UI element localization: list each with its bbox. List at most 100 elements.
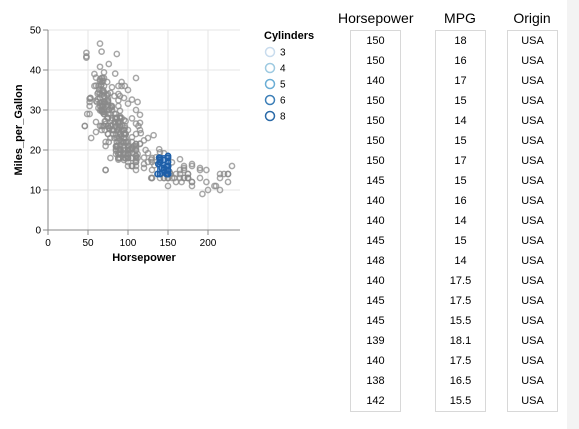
scatter-point[interactable] bbox=[83, 49, 90, 57]
scatter-point[interactable] bbox=[134, 98, 141, 106]
scatter-point[interactable] bbox=[180, 164, 188, 172]
legend-symbol[interactable] bbox=[264, 46, 276, 58]
scatter-point[interactable] bbox=[102, 142, 109, 150]
scatter-point[interactable] bbox=[81, 122, 89, 130]
scatter-point[interactable] bbox=[124, 162, 132, 170]
chart-legend[interactable]: Cylinders 3 4 5 6 8 bbox=[264, 30, 314, 123]
scatter-point[interactable] bbox=[109, 130, 117, 138]
scatter-point[interactable] bbox=[136, 126, 144, 134]
scatter-point-highlight[interactable] bbox=[163, 170, 170, 178]
scatter-point[interactable] bbox=[92, 128, 100, 136]
scatter-point[interactable] bbox=[168, 159, 176, 166]
scatter-point[interactable] bbox=[132, 140, 140, 148]
scatter-point[interactable] bbox=[83, 53, 90, 60]
scatter-chart[interactable]: 0 50 100 150 200 0 10 20 30 40 50 Horsepower Miles_p… bbox=[0, 0, 330, 280]
scatter-point[interactable] bbox=[136, 119, 144, 127]
scatter-point[interactable] bbox=[105, 60, 113, 68]
scatter-point[interactable] bbox=[188, 182, 196, 190]
scatter-point[interactable] bbox=[196, 174, 204, 182]
scatter-point[interactable] bbox=[132, 152, 140, 159]
scatter-point[interactable] bbox=[180, 174, 188, 182]
scatter-point[interactable] bbox=[121, 82, 129, 90]
scatter-point[interactable] bbox=[116, 145, 124, 153]
scatter-point[interactable] bbox=[98, 98, 105, 106]
scatter-point[interactable] bbox=[115, 90, 122, 98]
legend-symbol[interactable] bbox=[264, 94, 276, 106]
scatter-point[interactable] bbox=[184, 174, 192, 182]
scatter-point[interactable] bbox=[100, 69, 108, 76]
scatter-point[interactable] bbox=[111, 114, 119, 122]
scatter-point[interactable] bbox=[203, 178, 210, 186]
scatter-point[interactable] bbox=[112, 110, 120, 118]
scatter-point[interactable] bbox=[132, 162, 140, 170]
scatter-point[interactable] bbox=[140, 137, 148, 144]
scatter-point[interactable] bbox=[188, 178, 196, 186]
scatter-point[interactable] bbox=[155, 145, 163, 153]
scatter-point[interactable] bbox=[86, 102, 93, 110]
scatter-point[interactable] bbox=[228, 162, 236, 170]
scatter-point[interactable] bbox=[124, 100, 132, 107]
legend-symbol[interactable] bbox=[264, 78, 276, 90]
scatter-point[interactable] bbox=[113, 50, 121, 58]
scatter-point[interactable] bbox=[184, 170, 192, 178]
scatter-point[interactable] bbox=[204, 186, 212, 194]
scatter-point[interactable] bbox=[136, 111, 144, 119]
scatter-point[interactable] bbox=[140, 154, 148, 161]
scatter-point[interactable] bbox=[86, 110, 93, 118]
legend-label[interactable]: 8 bbox=[280, 112, 286, 123]
scatter-point[interactable] bbox=[124, 86, 132, 94]
scatter-point[interactable] bbox=[102, 138, 109, 146]
scatter-point[interactable] bbox=[115, 82, 122, 90]
scatter-point[interactable] bbox=[98, 126, 105, 134]
legend-label[interactable]: 3 bbox=[280, 48, 286, 59]
scatter-point[interactable] bbox=[123, 152, 130, 160]
scatter-point[interactable] bbox=[115, 156, 122, 163]
scatter-point[interactable] bbox=[111, 70, 119, 77]
scatter-point-highlight[interactable] bbox=[155, 160, 162, 168]
scatter-point-highlight[interactable] bbox=[154, 170, 161, 178]
scatter-point[interactable] bbox=[115, 102, 122, 110]
scatter-point[interactable] bbox=[124, 138, 132, 146]
scatter-point[interactable] bbox=[196, 164, 204, 172]
scatter-point[interactable] bbox=[100, 74, 108, 82]
scatter-point[interactable] bbox=[96, 40, 104, 47]
scatter-point[interactable] bbox=[108, 83, 116, 91]
scatter-point[interactable] bbox=[86, 95, 93, 103]
scatter-point[interactable] bbox=[128, 115, 136, 122]
legend-symbol[interactable] bbox=[264, 62, 276, 74]
scatter-point[interactable] bbox=[132, 106, 140, 114]
scatter-point[interactable] bbox=[107, 154, 114, 162]
scatter-point[interactable] bbox=[122, 138, 129, 146]
scatter-point[interactable] bbox=[96, 63, 104, 71]
scatter-point[interactable] bbox=[107, 102, 115, 110]
scatter-point[interactable] bbox=[132, 74, 140, 82]
scatter-point[interactable] bbox=[115, 137, 122, 145]
scatter-point[interactable] bbox=[199, 190, 206, 198]
scatter-point[interactable] bbox=[118, 138, 125, 146]
scatter-point[interactable] bbox=[203, 166, 210, 174]
scatter-point[interactable] bbox=[103, 78, 111, 86]
scatter-point[interactable] bbox=[128, 133, 136, 141]
legend-label[interactable]: 6 bbox=[280, 96, 286, 107]
scatter-point[interactable] bbox=[164, 182, 172, 190]
scatter-point[interactable] bbox=[216, 170, 224, 178]
scatter-point[interactable] bbox=[137, 129, 145, 137]
scatter-point[interactable] bbox=[104, 90, 112, 98]
scatter-point[interactable] bbox=[104, 95, 112, 102]
scatter-point-highlight[interactable] bbox=[158, 164, 165, 172]
column-header[interactable]: MPG bbox=[444, 10, 476, 26]
scatter-point[interactable] bbox=[140, 164, 148, 172]
scatter-point-highlight[interactable] bbox=[163, 162, 171, 170]
scatter-point[interactable] bbox=[150, 131, 157, 139]
scatter-point[interactable] bbox=[128, 162, 136, 170]
scatter-point[interactable] bbox=[128, 96, 136, 103]
scatter-point[interactable] bbox=[176, 155, 184, 163]
scatter-point[interactable] bbox=[118, 82, 125, 90]
scatter-point[interactable] bbox=[132, 120, 140, 127]
scatter-point[interactable] bbox=[176, 170, 184, 178]
column-header[interactable]: Horsepower bbox=[338, 10, 414, 26]
legend-symbol[interactable] bbox=[264, 110, 276, 122]
scrollbar[interactable] bbox=[567, 0, 579, 429]
scatter-point[interactable] bbox=[95, 89, 102, 96]
scatter-point[interactable] bbox=[118, 78, 125, 86]
